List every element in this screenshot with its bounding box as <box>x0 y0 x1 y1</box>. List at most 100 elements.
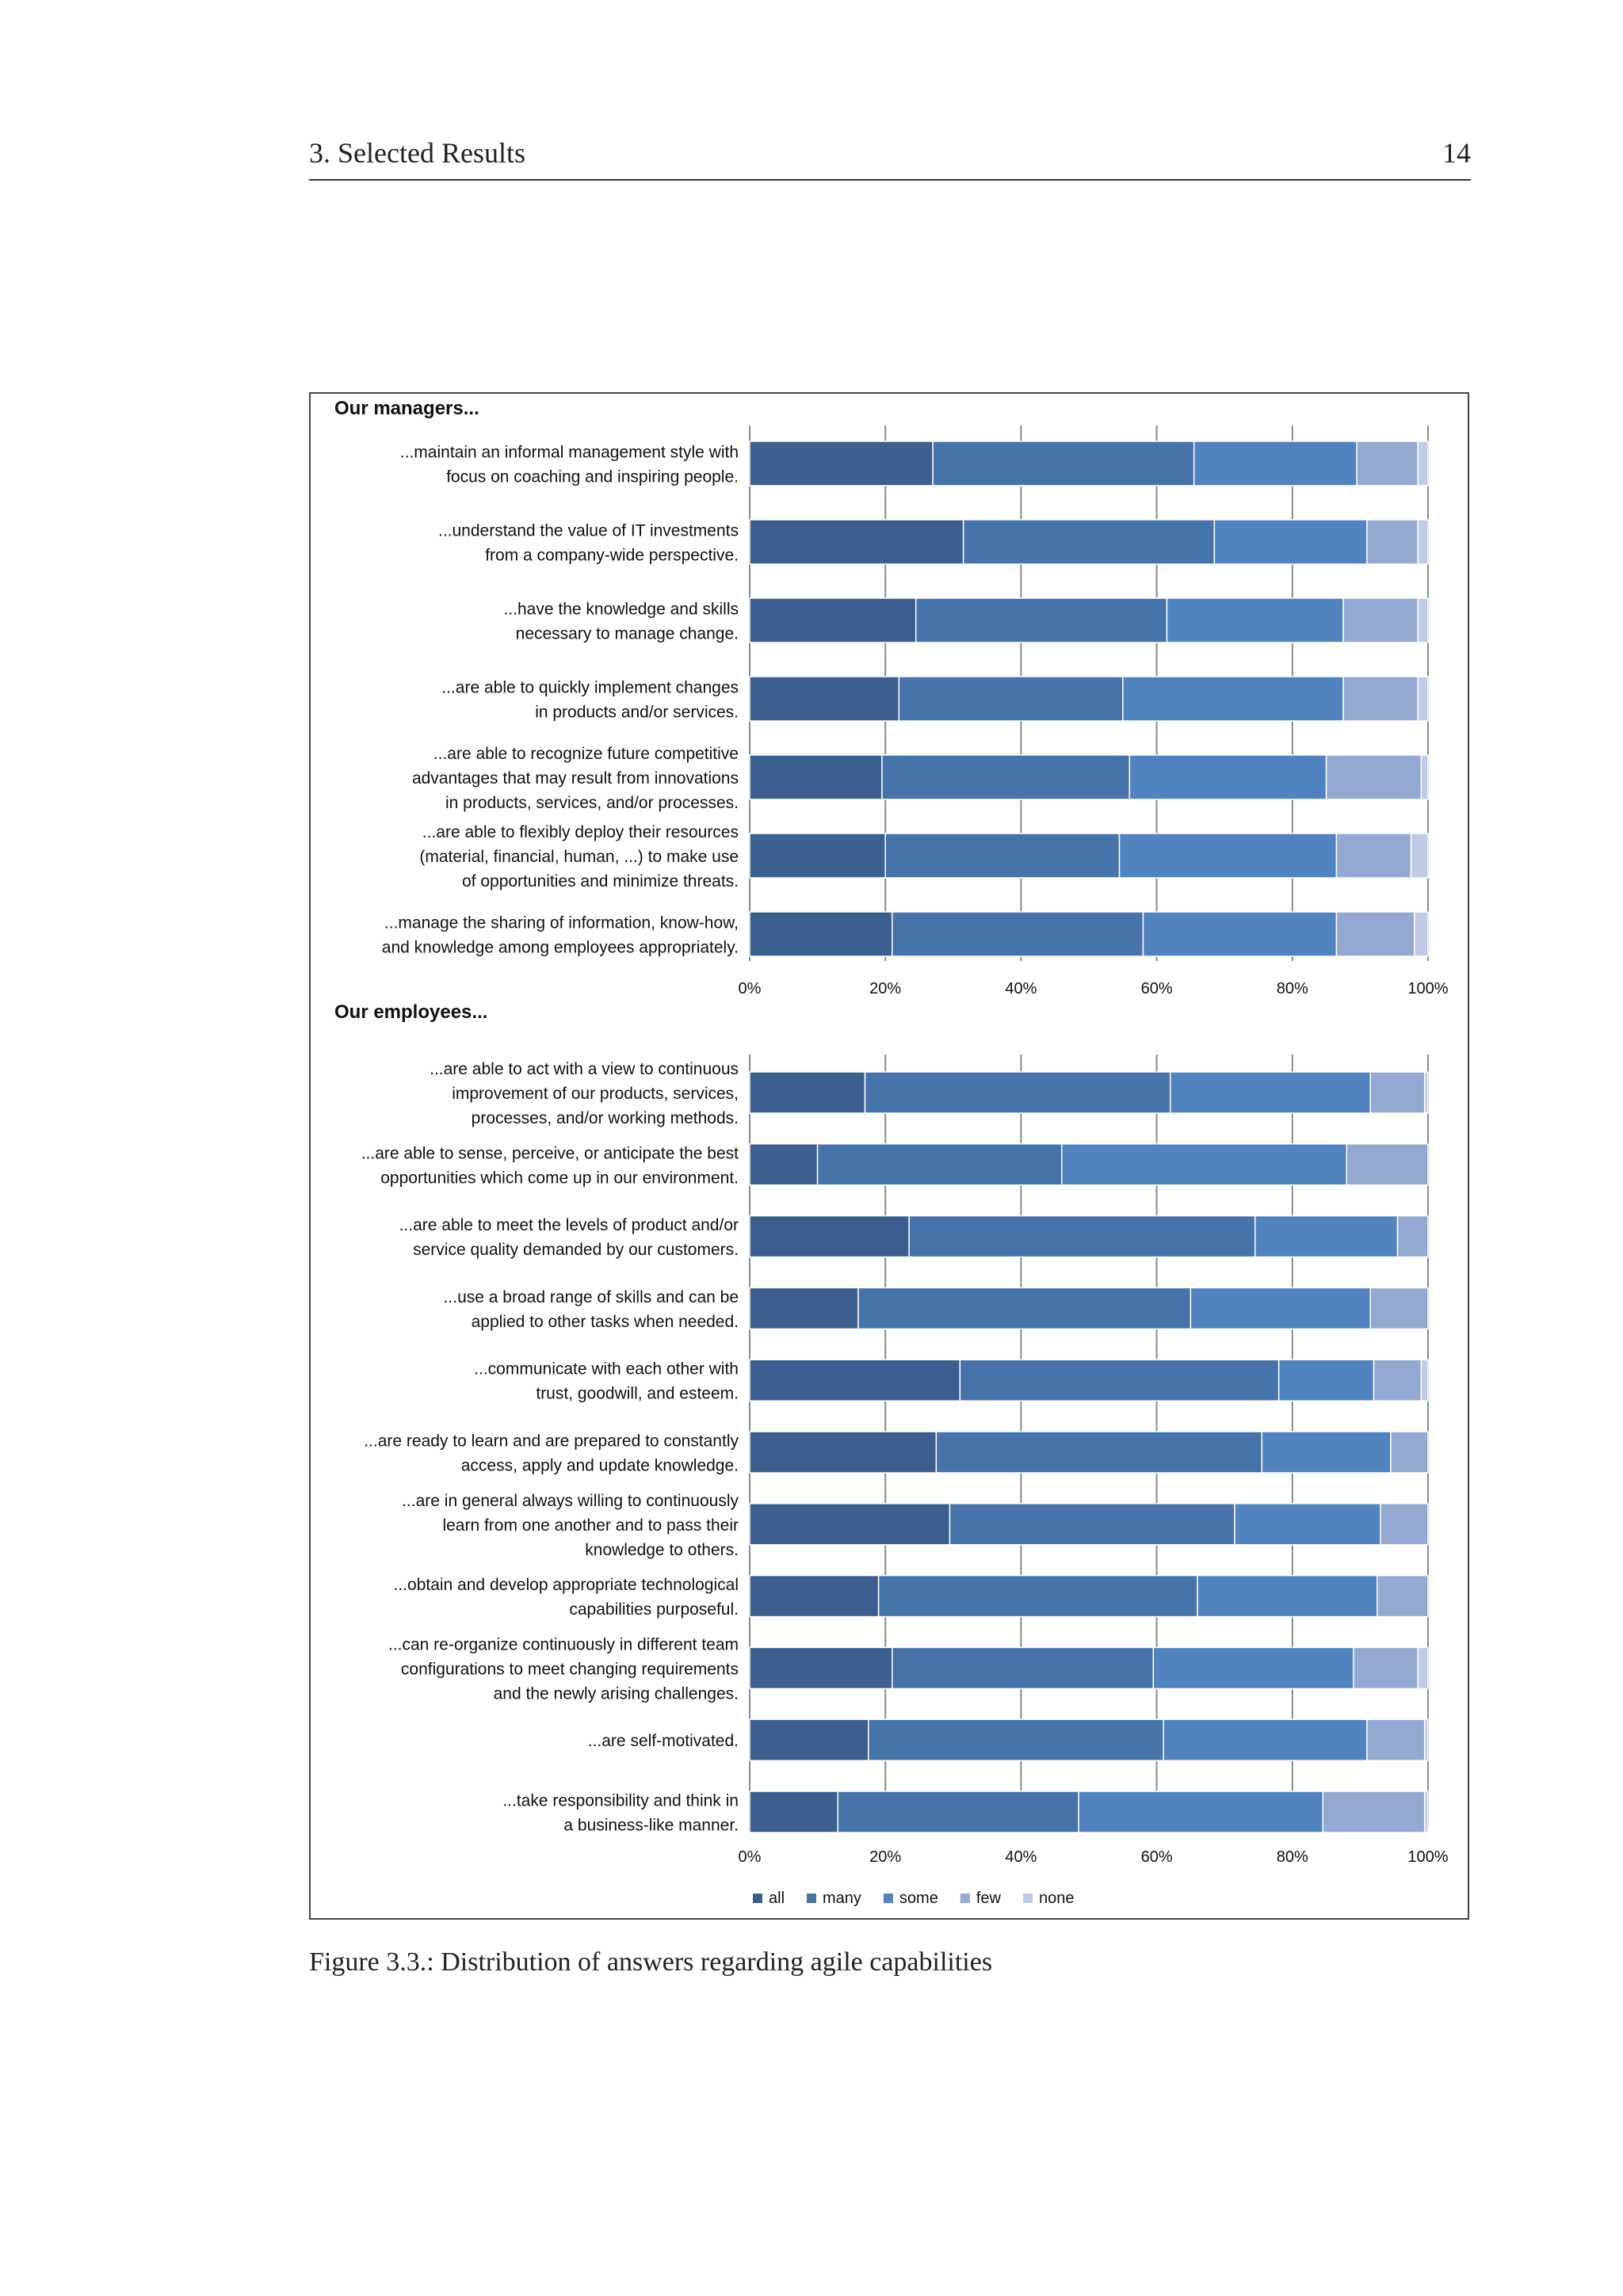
bar-segment-none <box>1417 441 1429 486</box>
bar-segment-all <box>749 441 934 486</box>
bar-segment-some <box>1122 676 1344 722</box>
category-label: access, apply and update knowledge. <box>461 1457 739 1475</box>
category-label: from a company-wide perspective. <box>485 547 739 565</box>
bar-segment-many <box>877 1574 1198 1618</box>
category-label: focus on coaching and inspiring people. <box>446 468 739 486</box>
bar-segment-some <box>1169 1071 1371 1114</box>
legend-label: none <box>1039 1890 1075 1907</box>
x-tick-label: 40% <box>1005 1848 1037 1866</box>
category-label: service quality demanded by our customer… <box>413 1241 739 1259</box>
bar-segment-many <box>868 1718 1164 1761</box>
x-tick-label: 20% <box>869 1848 901 1866</box>
category-label: ...can re-organize continuously in diffe… <box>388 1635 739 1653</box>
bar-segment-none <box>1410 833 1429 879</box>
bar-segment-some <box>1118 833 1338 879</box>
page-number: 14 <box>1442 137 1471 169</box>
x-tick-label: 100% <box>1407 1848 1448 1866</box>
x-tick-label: 40% <box>1005 980 1037 997</box>
bar-segment-none <box>1420 754 1429 800</box>
bar-segment-few <box>1353 1646 1419 1690</box>
bar-segment-few <box>1346 1143 1429 1186</box>
legend-swatch-some <box>883 1894 893 1903</box>
agile-capabilities-chart: Our managers... ...maintain an informal m… <box>334 398 1449 1907</box>
category-label: in products, services, and/or processes. <box>445 794 739 812</box>
bar-segment-many <box>837 1791 1079 1833</box>
bar-segment-none <box>1423 1071 1429 1114</box>
bar-segment-few <box>1373 1359 1423 1402</box>
category-label: of opportunities and minimize threats. <box>462 872 739 891</box>
category-label: ...use a broad range of skills and can b… <box>444 1288 739 1306</box>
bar-segment-all <box>749 676 900 722</box>
bar-segment-many <box>816 1143 1063 1186</box>
bar-segment-few <box>1342 597 1419 643</box>
legend-label: many <box>823 1890 861 1907</box>
bar-segment-many <box>932 441 1195 486</box>
bar-segment-none <box>1417 519 1429 565</box>
bar-segment-many <box>892 1646 1155 1690</box>
category-label: configurations to meet changing requirem… <box>401 1660 739 1678</box>
category-label: in products and/or services. <box>535 704 739 722</box>
bar-segment-all <box>749 1646 893 1690</box>
x-tick-label: 100% <box>1407 980 1448 997</box>
category-label: learn from one another and to pass their <box>442 1516 739 1535</box>
category-label: ...obtain and develop appropriate techno… <box>394 1576 739 1594</box>
category-label: processes, and/or working methods. <box>472 1109 739 1127</box>
bar-segment-few <box>1380 1503 1429 1546</box>
bar-segment-all <box>749 833 886 879</box>
bar-segment-many <box>959 1359 1280 1402</box>
category-label: a business-like manner. <box>563 1817 739 1835</box>
category-label: ...are able to quickly implement changes <box>441 679 739 697</box>
bar-segment-few <box>1342 676 1419 722</box>
bar-segment-few <box>1335 833 1412 879</box>
category-label: opportunities which come up in our envir… <box>380 1169 739 1187</box>
category-label: ...are able to meet the levels of produc… <box>399 1216 739 1234</box>
bar-segment-some <box>1213 519 1368 565</box>
bar-segment-some <box>1078 1791 1324 1833</box>
bar-segment-many <box>892 911 1144 957</box>
bar-segment-few <box>1322 1791 1426 1833</box>
bar-segment-many <box>949 1503 1235 1546</box>
bar-segment-many <box>915 597 1168 643</box>
category-label: ...have the knowledge and skills <box>503 601 739 619</box>
bar-segment-none <box>1417 676 1429 722</box>
bar-segment-none <box>1414 911 1429 957</box>
bar-segment-all <box>749 1503 951 1546</box>
bar-segment-few <box>1390 1431 1429 1474</box>
category-label: ...maintain an informal management style… <box>400 444 739 462</box>
bar-segment-none <box>1417 597 1429 643</box>
bar-segment-none <box>1417 1646 1429 1690</box>
bar-segment-all <box>749 1574 880 1618</box>
category-label: ...are in general always willing to cont… <box>402 1492 739 1510</box>
category-label: and the newly arising challenges. <box>494 1684 739 1703</box>
category-label: ...are able to act with a view to contin… <box>430 1060 739 1078</box>
category-label: (material, financial, human, ...) to mak… <box>419 848 739 866</box>
category-label: necessary to manage change. <box>516 625 739 643</box>
bar-segment-some <box>1193 441 1358 486</box>
category-label: capabilities purposeful. <box>569 1600 739 1619</box>
bar-segment-many <box>962 519 1216 565</box>
bar-segment-all <box>749 1791 839 1833</box>
legend-swatch-all <box>753 1894 762 1903</box>
bar-segment-all <box>749 519 964 565</box>
bar-segment-all <box>749 754 883 800</box>
category-label: ...take responsibility and think in <box>502 1792 739 1810</box>
bar-segment-many <box>884 833 1121 879</box>
category-label: ...are able to sense, perceive, or antic… <box>361 1144 739 1162</box>
category-label: trust, goodwill, and esteem. <box>536 1385 739 1403</box>
category-label: ...understand the value of IT investment… <box>438 522 739 540</box>
bar-segment-some <box>1234 1503 1381 1546</box>
category-label: ...communicate with each other with <box>474 1360 739 1379</box>
category-label: and knowledge among employees appropriat… <box>382 939 739 957</box>
legend-swatch-none <box>1022 1894 1033 1903</box>
bar-segment-few <box>1325 754 1423 800</box>
panel-title: Our managers... <box>334 398 479 419</box>
figure-frame: Our managers... ...maintain an informal m… <box>309 392 1469 1920</box>
figure-caption: Figure 3.3.: Distribution of answers reg… <box>309 1947 993 1977</box>
category-label: ...are able to flexibly deploy their res… <box>422 823 739 841</box>
bar-segment-few <box>1377 1574 1429 1618</box>
bar-segment-few <box>1356 441 1419 486</box>
bar-segment-none <box>1423 1791 1429 1833</box>
bar-segment-many <box>864 1071 1171 1114</box>
category-label: knowledge to others. <box>585 1541 739 1559</box>
bar-segment-some <box>1128 754 1327 800</box>
